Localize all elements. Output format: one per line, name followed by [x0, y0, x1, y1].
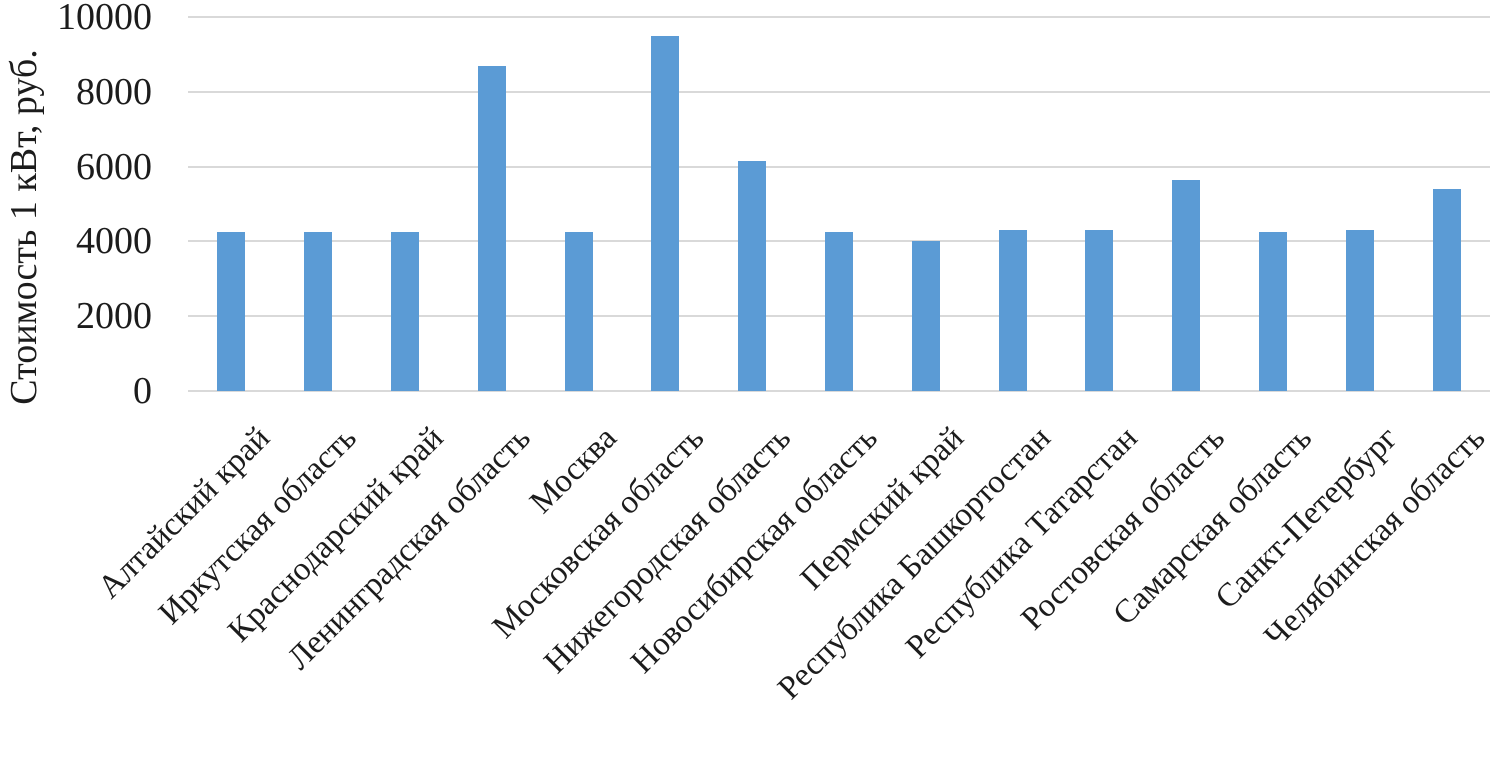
y-tick-label: 4000	[76, 220, 152, 263]
y-tick-label: 0	[133, 370, 152, 412]
bar	[1085, 230, 1114, 391]
gridline	[188, 90, 1490, 93]
bar	[1259, 232, 1287, 391]
bar	[477, 65, 506, 391]
bar	[217, 232, 246, 391]
y-tick-label: 8000	[76, 70, 152, 113]
bar	[738, 161, 767, 391]
gridline	[188, 16, 1490, 18]
y-tick-label: 6000	[76, 145, 152, 188]
bar	[1432, 189, 1461, 391]
bar	[1172, 179, 1201, 391]
bar	[911, 241, 940, 391]
plot-area	[188, 16, 1490, 392]
gridline	[188, 390, 1490, 392]
bar	[651, 35, 680, 391]
bar	[1345, 230, 1374, 391]
y-tick-label: 10000	[57, 0, 152, 38]
y-tick-label: 2000	[76, 295, 152, 338]
bar	[304, 232, 333, 391]
bar	[825, 232, 853, 391]
gridline	[188, 165, 1490, 168]
bar	[391, 232, 419, 391]
bar	[998, 230, 1027, 391]
bar	[564, 232, 593, 391]
